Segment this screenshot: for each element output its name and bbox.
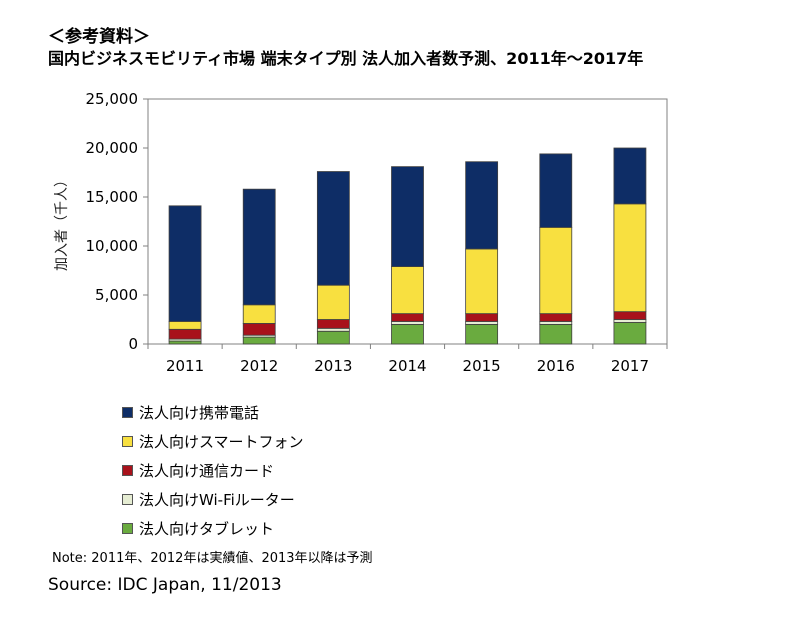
bar-segment bbox=[391, 166, 424, 267]
bar-segment bbox=[613, 203, 647, 313]
legend-swatch bbox=[122, 523, 133, 534]
chart-header: ＜参考資料＞ 国内ビジネスモビリティ市場 端末タイプ別 法人加入者数予測、201… bbox=[48, 26, 643, 70]
bar-stack-2013 bbox=[316, 171, 350, 345]
bar-segment bbox=[465, 313, 499, 322]
bar-segment bbox=[242, 323, 276, 336]
bar-segment bbox=[242, 336, 276, 345]
x-tick-label: 2016 bbox=[537, 357, 575, 375]
bar-segment bbox=[613, 319, 647, 323]
legend-item: 法人向けスマートフォン bbox=[122, 427, 304, 456]
bar-segment bbox=[316, 284, 350, 320]
bar-segment bbox=[465, 161, 499, 250]
y-tick-label: 10,000 bbox=[86, 237, 139, 255]
y-axis-label: 加入者（千人） bbox=[54, 173, 70, 271]
bar-segment bbox=[465, 323, 499, 345]
bar-segment bbox=[465, 321, 499, 325]
bar-segment bbox=[391, 313, 424, 322]
bar-stack-2015 bbox=[465, 161, 499, 345]
x-axis: 2011 2012 2013 2014 2015 2016 2017 bbox=[147, 344, 668, 375]
bar-stack-2017 bbox=[613, 147, 647, 345]
x-tick-label: 2011 bbox=[166, 357, 204, 375]
bar-segment bbox=[465, 248, 499, 315]
bar-segment bbox=[539, 153, 573, 228]
bar-segment bbox=[242, 304, 276, 324]
bar-stack-2011 bbox=[168, 205, 202, 345]
legend: 法人向け携帯電話法人向けスマートフォン 法人向け通信カード法人向けWi-Fiルータ… bbox=[122, 398, 304, 543]
x-tick-label: 2013 bbox=[314, 357, 352, 375]
legend-swatch bbox=[122, 494, 133, 505]
bar-segment bbox=[391, 266, 424, 315]
bar-segment bbox=[613, 311, 647, 320]
bar-segment bbox=[613, 147, 647, 205]
bar-segment bbox=[168, 328, 202, 340]
footnote: Note: 2011年、2012年は実績値、2013年以降は予測 bbox=[52, 551, 373, 566]
y-tick-label: 20,000 bbox=[86, 139, 139, 157]
bar-stack-2016 bbox=[539, 153, 573, 345]
legend-swatch bbox=[122, 407, 133, 418]
legend-swatch bbox=[122, 465, 133, 476]
bars bbox=[168, 147, 647, 345]
bar-segment bbox=[391, 323, 424, 345]
bar-segment bbox=[539, 323, 573, 345]
reference-label: ＜参考資料＞ bbox=[48, 27, 150, 47]
bar-stack-2012 bbox=[242, 188, 276, 345]
y-tick-label: 15,000 bbox=[86, 188, 139, 206]
legend-label: 法人向けタブレット bbox=[139, 520, 275, 538]
legend-item: 法人向けタブレット bbox=[122, 514, 304, 543]
bar-segment bbox=[316, 327, 350, 332]
legend-label: 法人向け携帯電話 bbox=[139, 404, 260, 422]
bar-segment bbox=[539, 313, 573, 322]
y-tick-label: 0 bbox=[128, 335, 138, 353]
x-tick-label: 2012 bbox=[240, 357, 278, 375]
bar-stack-2014 bbox=[391, 166, 424, 345]
y-tick-label: 5,000 bbox=[95, 286, 138, 304]
bar-segment bbox=[168, 321, 202, 330]
legend-item: 法人向け通信カード bbox=[122, 456, 304, 485]
chart-title: 国内ビジネスモビリティ市場 端末タイプ別 法人加入者数予測、2011年～2017… bbox=[48, 49, 644, 68]
x-tick-label: 2015 bbox=[463, 357, 501, 375]
source-credit: Source: IDC Japan, 11/2013 bbox=[48, 575, 282, 595]
x-tick-label: 2017 bbox=[611, 357, 649, 375]
bar-segment bbox=[316, 330, 350, 345]
legend-item: 法人向け携帯電話 bbox=[122, 398, 304, 427]
bar-segment bbox=[242, 188, 276, 306]
bar-segment bbox=[316, 171, 350, 286]
y-tick-label: 25,000 bbox=[86, 90, 139, 108]
bar-segment bbox=[539, 226, 573, 315]
legend-label: 法人向けWi-Fiルーター bbox=[139, 491, 295, 509]
bar-segment bbox=[613, 322, 647, 345]
x-tick-label: 2014 bbox=[388, 357, 426, 375]
bar-segment bbox=[539, 321, 573, 325]
bar-segment bbox=[168, 205, 202, 322]
bar-segment bbox=[391, 321, 424, 325]
bar-segment bbox=[168, 340, 202, 345]
bar-segment bbox=[316, 319, 350, 329]
legend-item: 法人向けWi-Fiルーター bbox=[122, 485, 304, 514]
legend-label: 法人向けスマートフォン bbox=[139, 433, 304, 451]
legend-label: 法人向け通信カード bbox=[139, 462, 275, 480]
legend-swatch bbox=[122, 436, 133, 447]
